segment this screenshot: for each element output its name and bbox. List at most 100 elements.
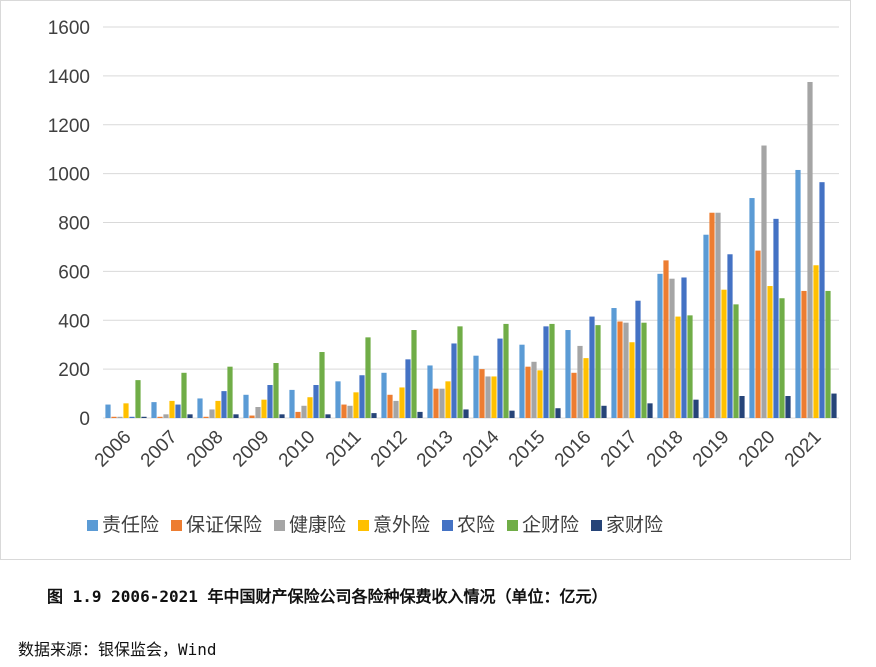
x-tick-label: 2017 (597, 427, 642, 472)
bar (571, 372, 577, 418)
x-tick-label: 2019 (689, 427, 734, 472)
bar (273, 363, 279, 418)
x-tick-label: 2007 (137, 427, 182, 472)
y-tick-label: 600 (58, 262, 90, 283)
y-tick-label: 1400 (48, 67, 90, 88)
bar (583, 358, 589, 418)
bar (813, 265, 819, 418)
bar (439, 388, 445, 418)
y-tick-label: 1000 (48, 165, 90, 186)
legend-label: 农险 (457, 514, 495, 536)
bar (831, 393, 837, 418)
bar (473, 355, 479, 418)
bar (589, 316, 595, 418)
bar (779, 298, 785, 418)
bar (463, 409, 469, 418)
bar (289, 389, 295, 418)
bar (675, 316, 681, 418)
bar (739, 396, 745, 418)
bar (641, 322, 647, 418)
bar (209, 409, 215, 418)
bar (617, 321, 623, 418)
x-tick-label: 2010 (275, 427, 320, 472)
bar (629, 342, 635, 418)
bar (123, 403, 129, 418)
bar (819, 182, 825, 418)
bar (295, 411, 301, 418)
bar (203, 416, 209, 418)
bar (709, 212, 715, 418)
bar (669, 278, 675, 418)
bar (715, 212, 721, 418)
legend-label: 责任险 (102, 514, 159, 536)
x-tick-label: 2006 (91, 427, 136, 472)
bar (749, 198, 755, 418)
bar (681, 277, 687, 418)
bar (565, 330, 571, 418)
bar (693, 399, 699, 418)
bar (267, 385, 273, 418)
bar (445, 381, 451, 418)
x-tick-label: 2021 (781, 427, 826, 472)
bar (721, 289, 727, 418)
legend-swatch (591, 520, 602, 531)
x-tick-label: 2014 (459, 426, 504, 471)
bar (525, 366, 531, 418)
bar (623, 322, 629, 418)
legend-label: 健康险 (289, 514, 346, 536)
x-tick-label: 2012 (367, 427, 412, 472)
bar (727, 254, 733, 418)
chart-frame (0, 0, 851, 560)
bar (129, 416, 135, 418)
bar (221, 391, 227, 418)
bar (479, 369, 485, 418)
bar (117, 416, 123, 418)
bar (399, 387, 405, 418)
y-tick-label: 1200 (48, 116, 90, 137)
bar (335, 381, 341, 418)
legend-label: 家财险 (606, 514, 663, 536)
bar (417, 411, 423, 418)
legend-swatch (358, 520, 369, 531)
bar (531, 361, 537, 418)
legend-swatch (507, 520, 518, 531)
bar (105, 404, 111, 418)
x-tick-label: 2016 (551, 427, 596, 472)
bar (795, 169, 801, 418)
x-tick-label: 2015 (505, 427, 550, 472)
bar (537, 370, 543, 418)
bar (249, 415, 255, 418)
bar (341, 404, 347, 418)
bar (549, 323, 555, 418)
y-tick-label: 800 (58, 214, 90, 235)
bar (767, 286, 773, 418)
bar (157, 416, 163, 418)
bar (313, 385, 319, 418)
bar (301, 405, 307, 418)
bar (611, 308, 617, 418)
legend-swatch (274, 520, 285, 531)
y-tick-label: 200 (58, 360, 90, 381)
bar (141, 416, 147, 418)
bar (371, 413, 377, 418)
bar (215, 400, 221, 418)
bar (169, 400, 175, 418)
bar (807, 81, 813, 418)
bar (233, 414, 239, 418)
bar (255, 407, 261, 418)
bar (755, 250, 761, 418)
bar (243, 394, 249, 418)
y-tick-label: 1600 (48, 18, 90, 39)
bar (457, 326, 463, 418)
bar (227, 366, 233, 418)
bar (451, 343, 457, 418)
bar (733, 304, 739, 418)
x-tick-label: 2009 (229, 427, 274, 472)
bar (761, 145, 767, 418)
bar (509, 410, 515, 418)
bar (543, 326, 549, 418)
x-tick-label: 2018 (643, 427, 688, 472)
legend-swatch (171, 520, 182, 531)
bar (663, 260, 669, 418)
bar (307, 397, 313, 418)
